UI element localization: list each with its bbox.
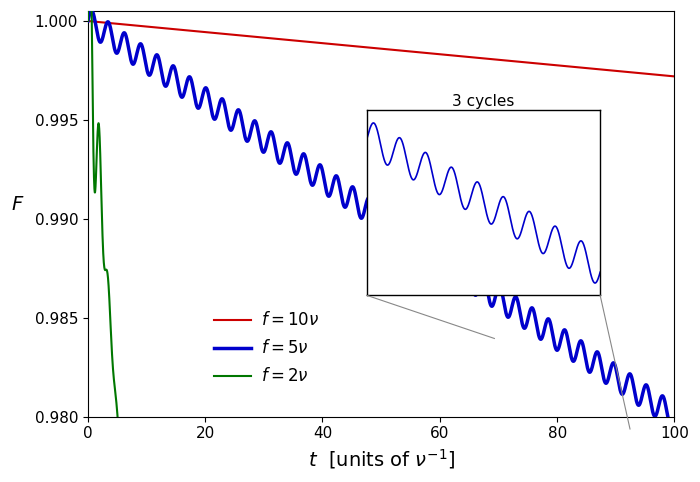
$f=10\nu$ (308, 40, 316, 45)
$f=5\nu$ (308, 182, 316, 188)
$f=2\nu$ (98, 224, 106, 229)
$f=2\nu$ (92, 160, 101, 165)
$f=5\nu$ (437, 268, 445, 273)
Line: $f=5\nu$: $f=5\nu$ (88, 11, 675, 427)
Line: $f=10\nu$: $f=10\nu$ (88, 21, 675, 77)
$f=5\nu$ (225, 124, 233, 130)
$f=5\nu$ (123, 41, 132, 47)
$f=5\nu$ (88, 8, 96, 13)
$f=10\nu$ (123, 22, 132, 27)
$f=10\nu$ (402, 48, 410, 54)
$f=5\nu$ (84, 18, 92, 24)
$f=5\nu$ (402, 234, 410, 240)
$f=5\nu$ (519, 324, 527, 330)
$f=10\nu$ (519, 59, 527, 65)
$f=10\nu$ (225, 31, 233, 37)
$f=10\nu$ (671, 74, 679, 80)
X-axis label: $t$  [units of $\nu^{-1}$]: $t$ [units of $\nu^{-1}$] (307, 447, 455, 471)
$f=2\nu$ (114, 423, 122, 428)
$f=2\nu$ (101, 267, 109, 272)
$f=10\nu$ (437, 52, 445, 57)
$f=5\nu$ (667, 424, 676, 430)
Title: 3 cycles: 3 cycles (452, 94, 514, 108)
$f=2\nu$ (114, 424, 122, 429)
Y-axis label: $F$: $F$ (11, 195, 25, 214)
Line: $f=2\nu$: $f=2\nu$ (88, 0, 118, 427)
Legend: $f=10\nu$, $f=5\nu$, $f=2\nu$: $f=10\nu$, $f=5\nu$, $f=2\nu$ (208, 305, 326, 392)
$f=2\nu$ (84, 18, 92, 24)
$f=5\nu$ (671, 416, 679, 422)
$f=2\nu$ (102, 267, 110, 273)
$f=10\nu$ (84, 18, 92, 24)
